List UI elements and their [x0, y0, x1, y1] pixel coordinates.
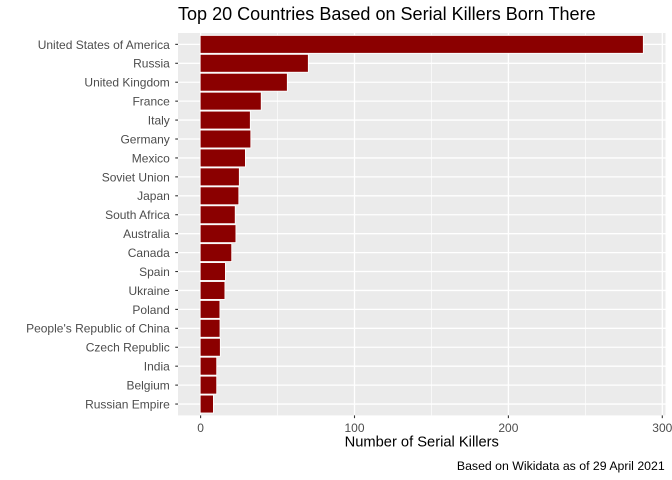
svg-text:Russia: Russia	[133, 57, 170, 71]
svg-text:Russian Empire: Russian Empire	[85, 397, 170, 411]
svg-text:Soviet Union: Soviet Union	[102, 170, 170, 184]
svg-text:Australia: Australia	[123, 227, 170, 241]
svg-text:People's Republic of China: People's Republic of China	[26, 322, 170, 336]
svg-text:0: 0	[197, 421, 204, 435]
svg-text:Based on Wikidata as of 29 Apr: Based on Wikidata as of 29 April 2021	[457, 459, 665, 473]
svg-text:Poland: Poland	[132, 303, 169, 317]
svg-text:United States of America: United States of America	[38, 38, 170, 52]
svg-text:India: India	[144, 360, 170, 374]
svg-text:Mexico: Mexico	[132, 151, 170, 165]
svg-text:200: 200	[498, 421, 518, 435]
svg-text:Italy: Italy	[148, 113, 170, 127]
svg-text:Canada: Canada	[128, 246, 170, 260]
svg-text:Ukraine: Ukraine	[128, 284, 170, 298]
svg-text:Spain: Spain	[139, 265, 170, 279]
svg-text:Japan: Japan	[137, 189, 170, 203]
svg-text:Czech Republic: Czech Republic	[86, 341, 170, 355]
svg-text:300: 300	[652, 421, 672, 435]
svg-text:Belgium: Belgium	[126, 379, 169, 393]
svg-text:100: 100	[344, 421, 364, 435]
svg-text:South Africa: South Africa	[105, 208, 170, 222]
svg-text:Germany: Germany	[120, 132, 169, 146]
svg-text:Top 20 Countries Based on Seri: Top 20 Countries Based on Serial Killers…	[178, 4, 596, 24]
svg-text:United Kingdom: United Kingdom	[84, 76, 169, 90]
svg-text:Number of Serial Killers: Number of Serial Killers	[345, 434, 499, 450]
svg-text:France: France	[132, 95, 170, 109]
